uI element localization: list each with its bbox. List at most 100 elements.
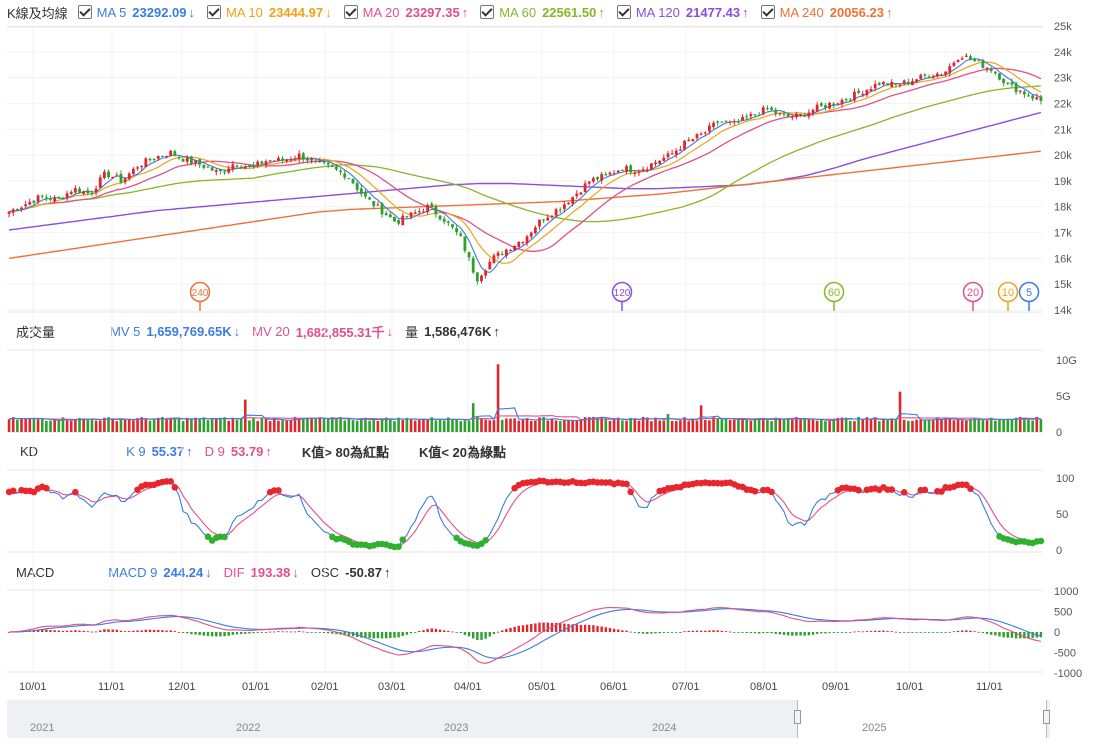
osc-bar xyxy=(273,631,276,633)
osc-bar xyxy=(973,631,976,633)
volume-bar xyxy=(844,417,848,432)
volume-bar xyxy=(687,421,690,432)
volume-bar xyxy=(326,418,330,432)
volume-bar xyxy=(90,418,94,432)
volume-bar xyxy=(849,420,852,432)
candle-body xyxy=(397,220,401,224)
navigator-left-handle[interactable] xyxy=(794,710,801,724)
volume-bar xyxy=(741,419,744,432)
osc-bar xyxy=(405,632,409,635)
candle-body xyxy=(347,178,351,180)
checkbox-icon[interactable] xyxy=(760,5,775,19)
x-tick-label: 11/01 xyxy=(976,681,1003,693)
osc-bar xyxy=(712,630,715,632)
legend-item: K 9 55.37 ↑ xyxy=(126,444,193,459)
legend-item[interactable]: MA 240 20056.23 ↑ xyxy=(760,5,892,20)
candle-body xyxy=(654,162,657,165)
osc-bar xyxy=(157,629,160,632)
candle-body xyxy=(761,107,765,115)
osc-bar xyxy=(380,632,384,639)
candle-body xyxy=(409,212,413,217)
volume-bar xyxy=(600,417,603,432)
volume-bar xyxy=(94,420,98,432)
volume-bar xyxy=(57,420,61,432)
volume-bar xyxy=(165,418,168,432)
osc-bar xyxy=(1031,632,1034,639)
osc-bar xyxy=(463,632,467,635)
legend-arrow: ↓ xyxy=(188,4,196,20)
volume-bar xyxy=(355,420,359,432)
legend-item[interactable]: MA 5 23292.09 ↓ xyxy=(77,4,196,20)
volume-bar xyxy=(728,419,732,432)
candle-body xyxy=(297,153,301,160)
ma-marker-label: 10 xyxy=(1002,287,1014,299)
candle-body xyxy=(1010,82,1014,85)
candle-body xyxy=(662,157,666,162)
checkbox-icon[interactable] xyxy=(343,5,358,19)
osc-bar xyxy=(902,632,906,633)
volume-tick-label: 5G xyxy=(1056,391,1071,403)
volume-bar xyxy=(712,417,715,432)
candle-body xyxy=(567,202,570,205)
legend-item[interactable]: MA 60 22561.50 ↑ xyxy=(480,5,605,20)
candle-body xyxy=(658,160,662,165)
osc-bar xyxy=(268,631,272,633)
kd-tick-label: 50 xyxy=(1056,509,1068,521)
navigator-right-handle[interactable] xyxy=(1043,710,1050,724)
legend-value: 55.37 xyxy=(151,443,185,459)
volume-bar xyxy=(152,419,156,432)
stock-chart[interactable]: 10/01 11/01 12/01 01/01 02/01 03/01 04/01 05/01… xyxy=(0,0,1093,700)
ma-marker xyxy=(1018,281,1040,303)
volume-bar xyxy=(720,419,724,432)
volume-bar xyxy=(318,417,322,432)
candle-body xyxy=(633,172,637,174)
checkbox-icon[interactable] xyxy=(480,5,495,19)
volume-bar xyxy=(608,421,612,432)
candle-body xyxy=(1006,82,1010,84)
volume-bar xyxy=(447,417,450,432)
volume-bar xyxy=(28,418,32,432)
candle-body xyxy=(11,209,15,213)
osc-bar xyxy=(472,632,475,639)
volume-bar xyxy=(761,419,765,432)
volume-bar xyxy=(1002,419,1005,432)
osc-bar xyxy=(882,630,885,632)
legend-item[interactable]: MA 20 23297.35 ↑ xyxy=(343,5,468,20)
osc-bar xyxy=(637,632,641,634)
volume-bar xyxy=(194,417,197,432)
osc-bar xyxy=(169,630,172,632)
volume-bar xyxy=(563,420,566,432)
navigator-window[interactable] xyxy=(797,700,1047,738)
ma-marker-label: 60 xyxy=(828,287,840,299)
candle-body xyxy=(964,55,968,57)
candle-body xyxy=(935,73,939,77)
osc-bar xyxy=(762,632,765,634)
candle-body xyxy=(550,216,554,218)
candle-body xyxy=(815,104,819,112)
volume-bar xyxy=(53,420,56,432)
legend-value: 53.79 xyxy=(230,443,264,459)
volume-bar xyxy=(24,418,27,432)
legend-item[interactable]: MA 120 21477.43 ↑ xyxy=(616,5,749,20)
volume-bar xyxy=(202,417,206,432)
candle-body xyxy=(1014,83,1018,93)
checkbox-icon[interactable] xyxy=(77,5,92,19)
price-tick-label: 20k xyxy=(1054,150,1072,162)
volume-bar xyxy=(998,419,1001,432)
osc-bar xyxy=(662,632,666,633)
osc-bar xyxy=(492,632,496,634)
ma-marker xyxy=(611,281,633,303)
candle-body xyxy=(459,233,463,236)
checkbox-icon[interactable] xyxy=(207,5,222,19)
volume-bar xyxy=(384,417,388,432)
candle-body xyxy=(260,161,264,164)
volume-bar xyxy=(782,418,786,432)
legend-item[interactable]: MA 10 23444.97 ↓ xyxy=(207,5,332,20)
volume-bar xyxy=(973,418,976,432)
checkbox-icon[interactable] xyxy=(616,5,631,19)
osc-bar xyxy=(360,632,363,638)
candle-body xyxy=(969,56,972,60)
candle-body xyxy=(148,158,152,161)
volume-bar xyxy=(422,418,425,432)
candle-body xyxy=(728,121,732,123)
